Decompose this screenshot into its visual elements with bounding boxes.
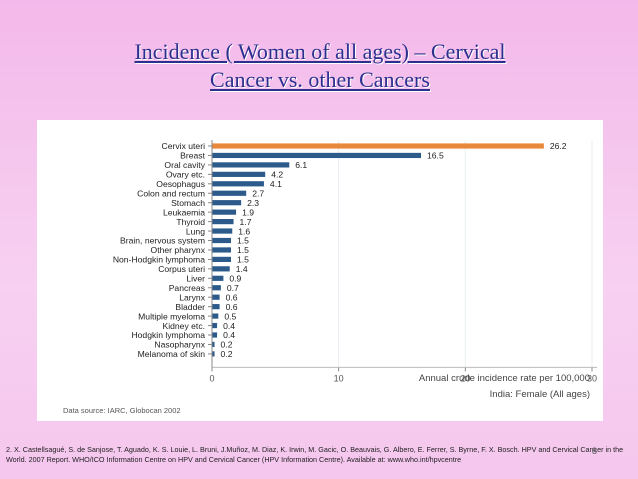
category-label: Melanoma of skin — [138, 349, 206, 359]
category-label: Hodgkin lymphoma — [131, 330, 205, 340]
x-axis: 0 10 20 30 — [208, 140, 597, 383]
x-tick-label: 0 — [209, 373, 214, 383]
value-label: 1.7 — [240, 217, 252, 227]
footnote-citation: 2. X. Castellsagué, S. de Sanjose, T. Ag… — [6, 445, 624, 464]
value-label: 26.2 — [550, 141, 567, 151]
grid-layer — [211, 140, 593, 368]
value-label: 6.1 — [295, 160, 307, 170]
bar — [212, 209, 237, 215]
value-label: 0.5 — [224, 311, 236, 321]
bar — [212, 351, 215, 357]
x-tick-label: 20 — [460, 373, 470, 383]
bar — [212, 294, 220, 300]
value-label: 0.6 — [226, 292, 238, 302]
category-label: Bladder — [175, 302, 205, 312]
value-label: 2.7 — [252, 188, 264, 198]
value-label: 0.2 — [221, 349, 233, 359]
value-label: 0.4 — [223, 330, 235, 340]
chart-subtitle: India: Female (All ages) — [490, 389, 590, 400]
x-axis-label: Annual crude incidence rate per 100,000 — [419, 373, 590, 384]
bar — [212, 341, 215, 348]
category-label: Stomach — [171, 198, 205, 208]
x-tick-label: 30 — [587, 373, 597, 383]
bar — [212, 332, 218, 338]
value-label: 4.2 — [271, 170, 283, 180]
slide-title-line2: Cancer vs. other Cancers — [210, 67, 430, 92]
bar — [212, 304, 220, 310]
category-label: Thyroid — [176, 217, 205, 227]
value-label: 0.7 — [227, 283, 239, 293]
value-label: 1.5 — [237, 255, 249, 265]
bar — [212, 256, 231, 262]
bar — [212, 181, 264, 187]
bar — [212, 143, 544, 149]
value-label-layer: 26.216.56.14.24.12.72.31.91.71.61.51.51.… — [221, 141, 567, 359]
category-label: Corpus uteri — [158, 264, 205, 274]
bar — [212, 190, 247, 196]
category-label: Oral cavity — [164, 160, 205, 170]
bar — [212, 322, 218, 329]
value-label: 1.4 — [236, 264, 248, 274]
bar-layer — [212, 143, 544, 357]
category-label: Brain, nervous system — [120, 236, 205, 246]
chart-panel: Cervix uteri Breast Oral cavity Ovary etc. O… — [37, 120, 603, 421]
bar — [212, 285, 221, 291]
category-label: Nasopharynx — [154, 340, 205, 350]
bar — [212, 275, 224, 281]
slide-title-line1: Incidence ( Women of all ages) – Cervica… — [134, 39, 506, 64]
slide-number: 8 — [592, 446, 598, 456]
value-label: 0.6 — [226, 302, 238, 312]
category-label: Colon and rectum — [137, 188, 205, 198]
category-label: Liver — [186, 274, 205, 284]
value-label: 2.3 — [247, 198, 259, 208]
bar — [212, 219, 234, 225]
value-label: 0.4 — [223, 321, 235, 331]
category-label: Pancreas — [169, 283, 205, 293]
category-label: Non-Hodgkin lymphoma — [113, 255, 205, 265]
category-label: Oesophagus — [156, 179, 205, 189]
value-label: 4.1 — [270, 179, 282, 189]
bar — [212, 162, 290, 168]
value-label: 1.9 — [242, 207, 254, 217]
bar — [212, 228, 233, 234]
category-label: Leukaemia — [163, 207, 205, 217]
value-label: 1.6 — [238, 226, 250, 236]
category-label: Other pharynx — [151, 245, 206, 255]
bar — [212, 171, 266, 177]
value-label: 1.5 — [237, 236, 249, 246]
bar — [212, 247, 231, 253]
bar — [212, 200, 242, 206]
bar — [212, 313, 219, 319]
value-label: 0.9 — [229, 274, 241, 284]
bar — [212, 237, 231, 244]
x-tick-label: 10 — [334, 373, 344, 383]
chart-source: Data source: IARC, Globocan 2002 — [63, 406, 181, 415]
category-label: Ovary etc. — [166, 170, 205, 180]
value-label: 1.5 — [237, 245, 249, 255]
value-label: 16.5 — [427, 151, 444, 161]
value-label: 0.2 — [221, 340, 233, 350]
category-label: Lung — [186, 226, 205, 236]
category-label: Breast — [180, 151, 205, 161]
bar — [212, 152, 421, 159]
category-label: Kidney etc. — [162, 321, 205, 331]
category-label: Multiple myeloma — [138, 311, 205, 321]
slide-title: Incidence ( Women of all ages) – Cervica… — [95, 38, 545, 94]
category-label: Cervix uteri — [162, 141, 206, 151]
category-label: Larynx — [179, 292, 205, 302]
bar — [212, 266, 230, 272]
